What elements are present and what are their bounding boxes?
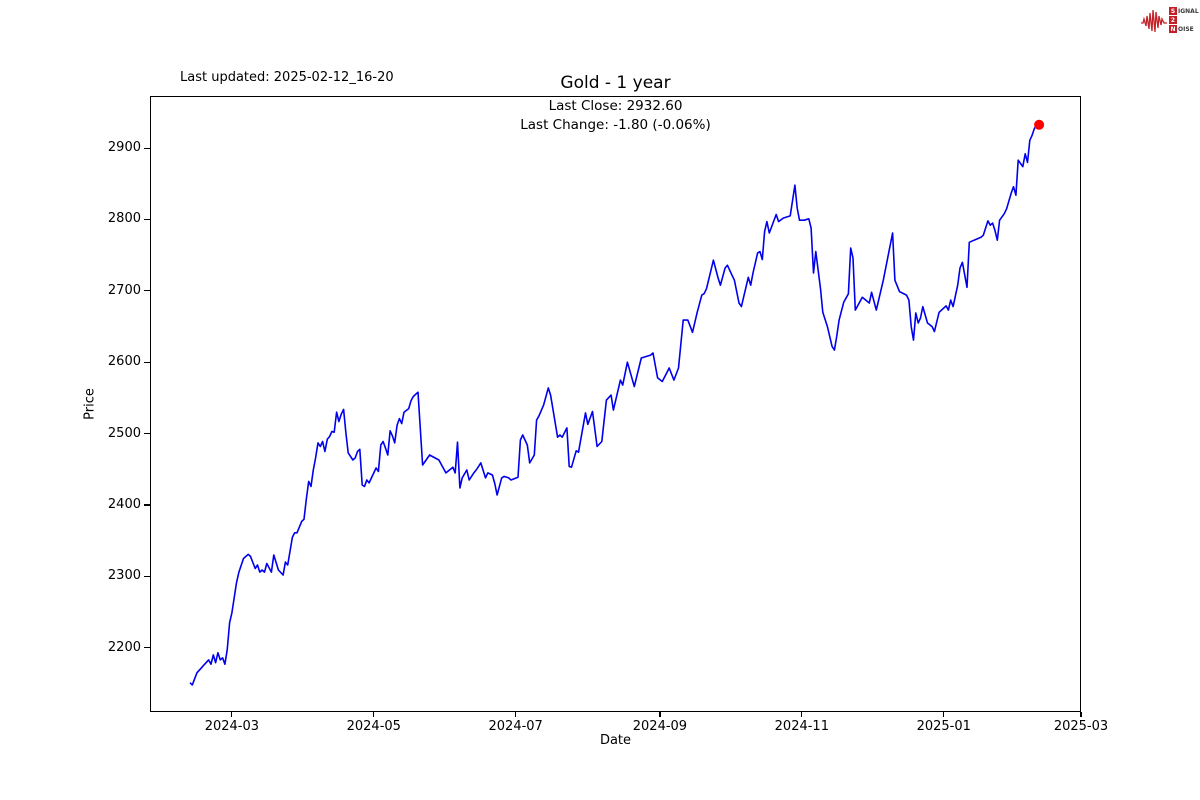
gold-price-line <box>189 124 1040 686</box>
y-tick-label: 2500 <box>107 425 141 441</box>
last-updated-text: Last updated: 2025-02-12_16-20 <box>180 70 394 85</box>
logo-digit-2: 2 <box>1169 16 1177 24</box>
y-tick-label: 2700 <box>107 282 141 298</box>
logo-waveform-icon <box>1141 9 1167 33</box>
logo-row-digit: 2 <box>1169 16 1199 24</box>
price-line-chart <box>150 96 1081 712</box>
logo-word-signal: IGNAL <box>1178 7 1199 15</box>
logo-row-signal: S IGNAL <box>1169 7 1199 15</box>
last-close-marker <box>1034 119 1045 130</box>
y-axis-label: Price <box>82 388 98 420</box>
y-tick-mark <box>144 647 150 649</box>
x-tick-label: 2025-01 <box>916 719 971 734</box>
logo-row-noise: N OISE <box>1169 25 1199 33</box>
y-tick-mark <box>144 218 150 221</box>
y-tick-label: 2400 <box>107 497 141 512</box>
signal2noise-logo: S IGNAL 2 N OISE <box>1141 3 1199 37</box>
x-tick-mark <box>801 712 803 717</box>
y-tick-label: 2600 <box>107 354 141 370</box>
y-tick-mark <box>144 504 150 506</box>
chart-title: Gold - 1 year <box>560 73 671 93</box>
x-tick-label: 2024-09 <box>632 719 688 734</box>
chart-annotation: Last Close: 2932.60 Last Change: -1.80 (… <box>150 97 1081 135</box>
plot-border <box>150 96 1081 712</box>
last-change-text: Last Change: -1.80 (-0.06%) <box>520 117 711 133</box>
y-tick-mark <box>144 433 150 435</box>
y-tick-mark <box>144 147 150 149</box>
x-axis-label: Date <box>599 733 632 748</box>
logo-word-noise: OISE <box>1178 25 1194 33</box>
x-tick-label: 2024-07 <box>488 719 543 734</box>
x-tick-label: 2024-03 <box>204 719 260 734</box>
x-tick-label: 2024-05 <box>346 719 401 734</box>
y-tick-mark <box>144 361 150 363</box>
x-tick-mark <box>231 712 233 717</box>
y-tick-mark <box>144 290 150 292</box>
x-tick-mark <box>659 712 661 717</box>
x-tick-mark <box>515 712 517 717</box>
last-close-text: Last Close: 2932.60 <box>548 98 683 114</box>
x-tick-mark <box>943 712 945 717</box>
x-tick-mark <box>1080 712 1082 717</box>
x-tick-mark <box>373 712 375 717</box>
y-tick-label: 2300 <box>107 568 141 584</box>
logo-letter-n: N <box>1169 25 1177 33</box>
y-tick-mark <box>144 575 150 577</box>
y-tick-label: 2800 <box>107 211 141 227</box>
x-tick-label: 2025-03 <box>1053 719 1109 734</box>
logo-text: S IGNAL 2 N OISE <box>1169 7 1199 33</box>
y-tick-label: 2900 <box>107 140 141 156</box>
x-tick-label: 2024-11 <box>774 719 829 734</box>
logo-letter-s: S <box>1169 7 1177 15</box>
y-tick-label: 2200 <box>107 639 141 655</box>
